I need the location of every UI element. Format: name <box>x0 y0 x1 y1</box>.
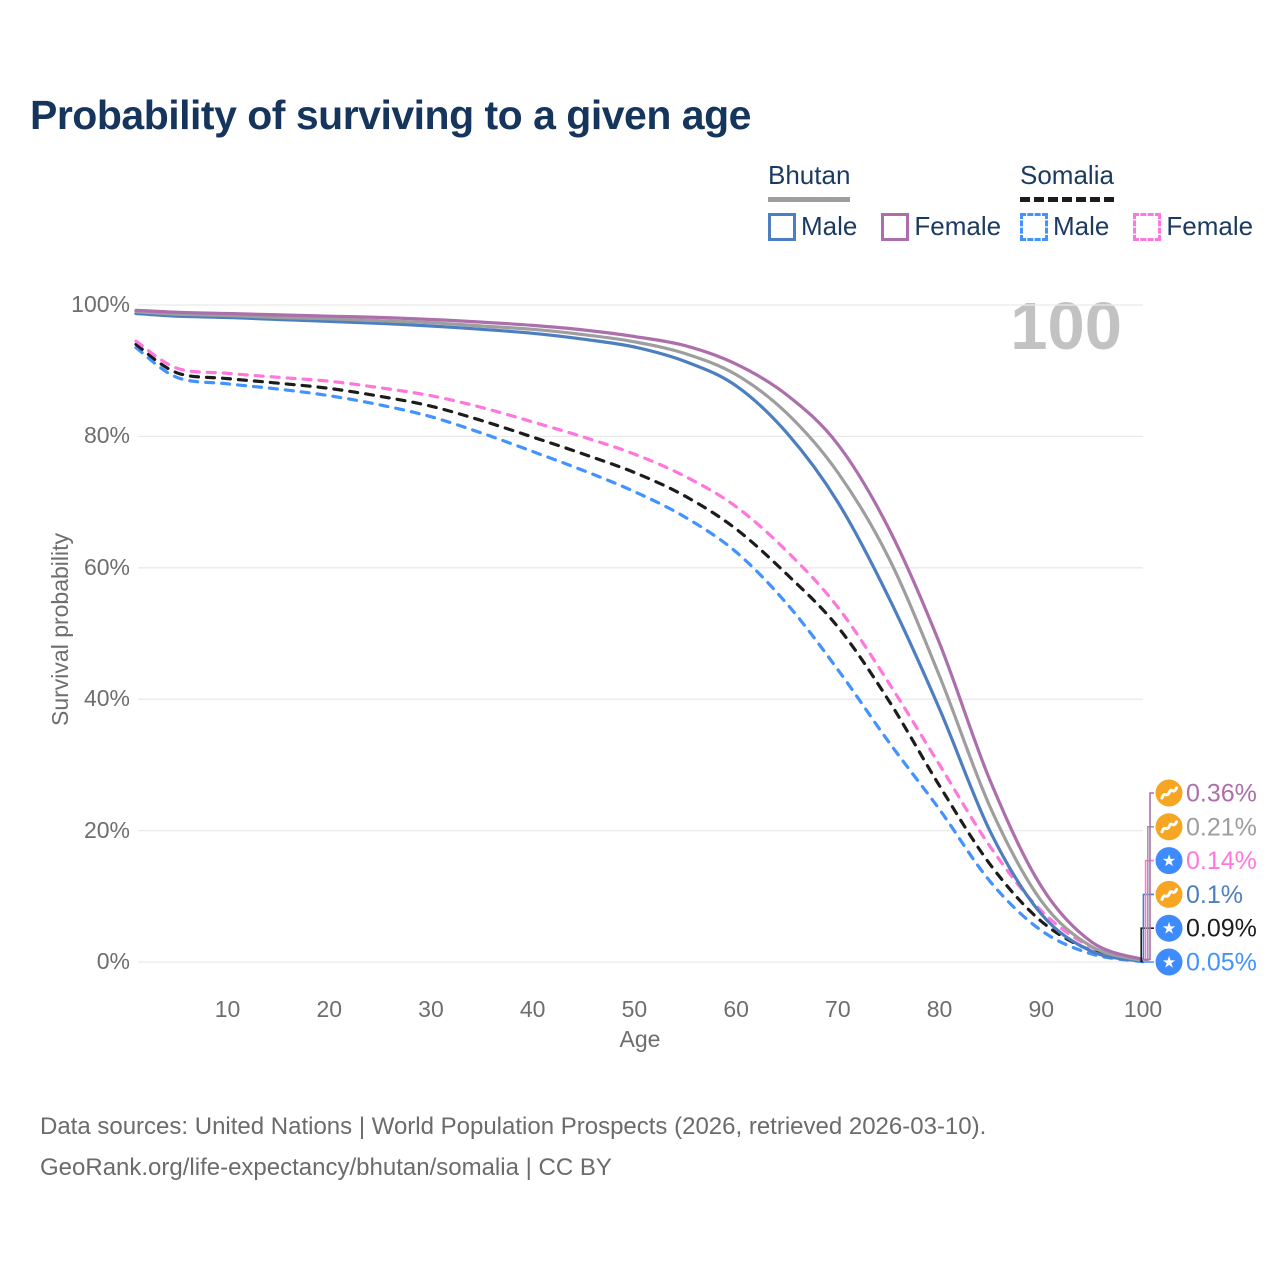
star-glyph: ★ <box>1162 921 1176 938</box>
legend-label: Male <box>1053 211 1110 241</box>
bhutan-male-swatch <box>768 212 796 241</box>
x-tick-label: 20 <box>316 996 343 1022</box>
legend-label: Male <box>801 211 858 241</box>
star-glyph: ★ <box>1162 853 1176 870</box>
x-tick-label: 50 <box>621 996 648 1022</box>
star-glyph: ★ <box>1162 955 1176 972</box>
x-tick-label: 80 <box>926 996 953 1022</box>
x-tick-label: 40 <box>519 996 546 1022</box>
dragon-glyph <box>1160 786 1178 800</box>
x-tick-label: 90 <box>1028 996 1055 1022</box>
somalia-flag-icon[interactable]: ★ <box>1155 847 1183 875</box>
end-label-value: 0.36% <box>1186 780 1257 808</box>
legend-country-bhutan[interactable]: Bhutan <box>768 160 851 202</box>
x-axis-title: Age <box>619 1026 661 1052</box>
legend-item-somalia-male[interactable]: Male <box>1020 211 1109 242</box>
series-line-somalia-female[interactable] <box>134 339 1145 963</box>
y-tick-label: 80% <box>83 422 130 449</box>
somalia-male-swatch <box>1020 212 1048 241</box>
flag-circle <box>1155 948 1183 976</box>
series-line-bhutan[interactable] <box>134 310 1145 963</box>
x-tick-label: 10 <box>214 996 241 1022</box>
bhutan-female-swatch <box>881 212 910 241</box>
legend-group-somalia: Somalia Male Female <box>1020 160 1253 241</box>
somalia-flag-icon[interactable]: ★ <box>1155 914 1183 942</box>
flag-circle <box>1155 914 1183 942</box>
legend-label: Female <box>1166 211 1254 241</box>
y-tick-label: 60% <box>83 553 130 580</box>
end-label-value: 0.1% <box>1186 881 1243 909</box>
page-title: Probability of surviving to a given age <box>30 92 751 138</box>
legend-label: Female <box>914 211 1002 241</box>
x-tick-label: 100 <box>1123 996 1163 1022</box>
y-tick-label: 0% <box>96 948 130 974</box>
series-line-somalia[interactable] <box>134 342 1145 963</box>
y-tick-label: 100% <box>71 291 130 317</box>
y-tick-label: 20% <box>83 816 130 843</box>
x-tick-label: 70 <box>825 996 851 1022</box>
legend-item-bhutan-male[interactable]: Male <box>768 211 857 242</box>
bhutan-flag-icon[interactable] <box>1155 813 1183 841</box>
x-tick-label: 60 <box>723 996 749 1022</box>
footer-data-sources: Data sources: United Nations | World Pop… <box>40 1113 987 1140</box>
x-tick-label: 30 <box>418 996 444 1022</box>
y-tick-label: 40% <box>83 685 130 712</box>
legend-group-bhutan: Bhutan Male Female <box>768 160 1001 241</box>
end-label-leader-line <box>1143 792 1154 961</box>
footer-url-license: GeoRank.org/life-expectancy/bhutan/somal… <box>40 1154 612 1182</box>
end-label-value: 0.09% <box>1186 915 1257 943</box>
somalia-flag-icon[interactable]: ★ <box>1155 948 1183 976</box>
flag-circle <box>1155 847 1183 875</box>
end-label-value: 0.21% <box>1186 813 1257 841</box>
end-label-leader-line <box>1143 826 1154 962</box>
bhutan-flag-icon[interactable] <box>1155 779 1183 807</box>
end-label-value: 0.14% <box>1186 847 1257 875</box>
footer-attribution: Data sources: United Nations | World Pop… <box>40 1106 986 1189</box>
series-line-bhutan-male[interactable] <box>134 311 1145 963</box>
legend-item-somalia-female[interactable]: Female <box>1133 211 1253 242</box>
age-counter-watermark: 100 <box>1010 289 1122 364</box>
somalia-female-swatch <box>1133 212 1162 241</box>
series-line-bhutan-female[interactable] <box>134 308 1145 962</box>
end-label-value: 0.05% <box>1186 949 1257 977</box>
legend-country-somalia[interactable]: Somalia <box>1020 160 1114 202</box>
series-line-somalia-male[interactable] <box>134 346 1145 964</box>
dragon-glyph <box>1160 887 1178 901</box>
bhutan-flag-icon[interactable] <box>1155 880 1183 908</box>
y-axis-title: Survival probability <box>47 532 73 726</box>
legend-item-bhutan-female[interactable]: Female <box>881 211 1001 242</box>
dragon-glyph <box>1160 820 1178 834</box>
